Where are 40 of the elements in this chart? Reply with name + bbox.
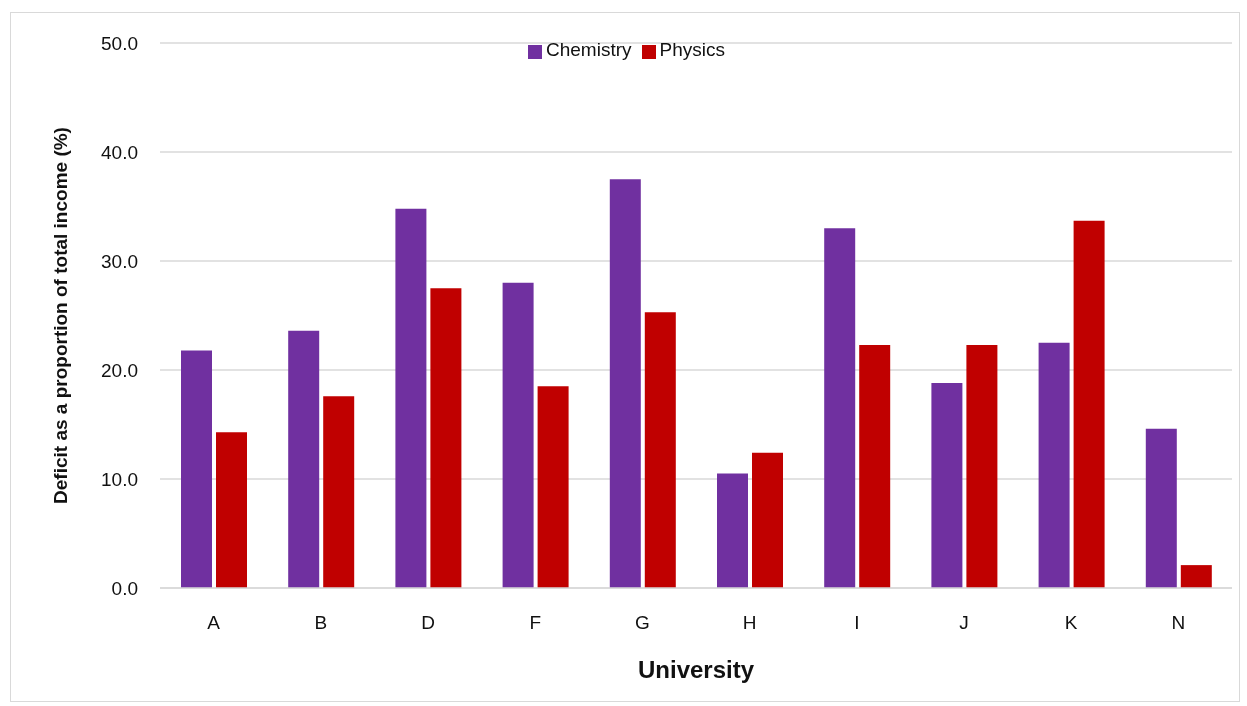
bar (644, 312, 676, 588)
bar (216, 432, 247, 588)
y-axis-title: Deficit as a proportion of total income (%) (49, 127, 71, 504)
y-tick-label: 40.0 (101, 141, 138, 163)
legend-label: Chemistry (546, 39, 632, 60)
bar (609, 179, 641, 588)
x-tick-label: I (854, 612, 860, 634)
bar (1145, 428, 1177, 588)
bar (395, 208, 427, 588)
bar (824, 228, 856, 588)
y-tick-label: 20.0 (101, 359, 138, 381)
x-tick-label: B (314, 612, 328, 634)
bar (181, 350, 212, 588)
y-tick-label: 10.0 (101, 468, 138, 490)
x-tick-label: G (635, 612, 650, 634)
y-tick-label: 0.0 (111, 577, 138, 599)
x-tick-label: J (959, 612, 969, 634)
bar (931, 383, 963, 588)
bar (966, 344, 998, 588)
x-tick-label: H (742, 612, 757, 634)
bar (1038, 342, 1070, 588)
bar (430, 288, 462, 588)
y-tick-label: 30.0 (101, 250, 138, 272)
bar (323, 396, 355, 588)
x-tick-label: D (421, 612, 435, 634)
bar (1180, 565, 1212, 588)
bar (752, 452, 783, 588)
y-tick-label: 50.0 (101, 32, 138, 54)
x-tick-label: K (1064, 612, 1078, 634)
x-tick-label: A (207, 612, 221, 634)
bar (288, 330, 320, 588)
x-tick-label: N (1171, 612, 1186, 634)
bar (502, 282, 534, 588)
bar (1073, 220, 1105, 588)
bar (717, 473, 748, 588)
x-axis-title: University (637, 656, 755, 683)
bar (859, 344, 891, 588)
x-tick-label: F (529, 612, 541, 634)
bar (537, 386, 569, 588)
legend-label: Physics (659, 39, 725, 60)
